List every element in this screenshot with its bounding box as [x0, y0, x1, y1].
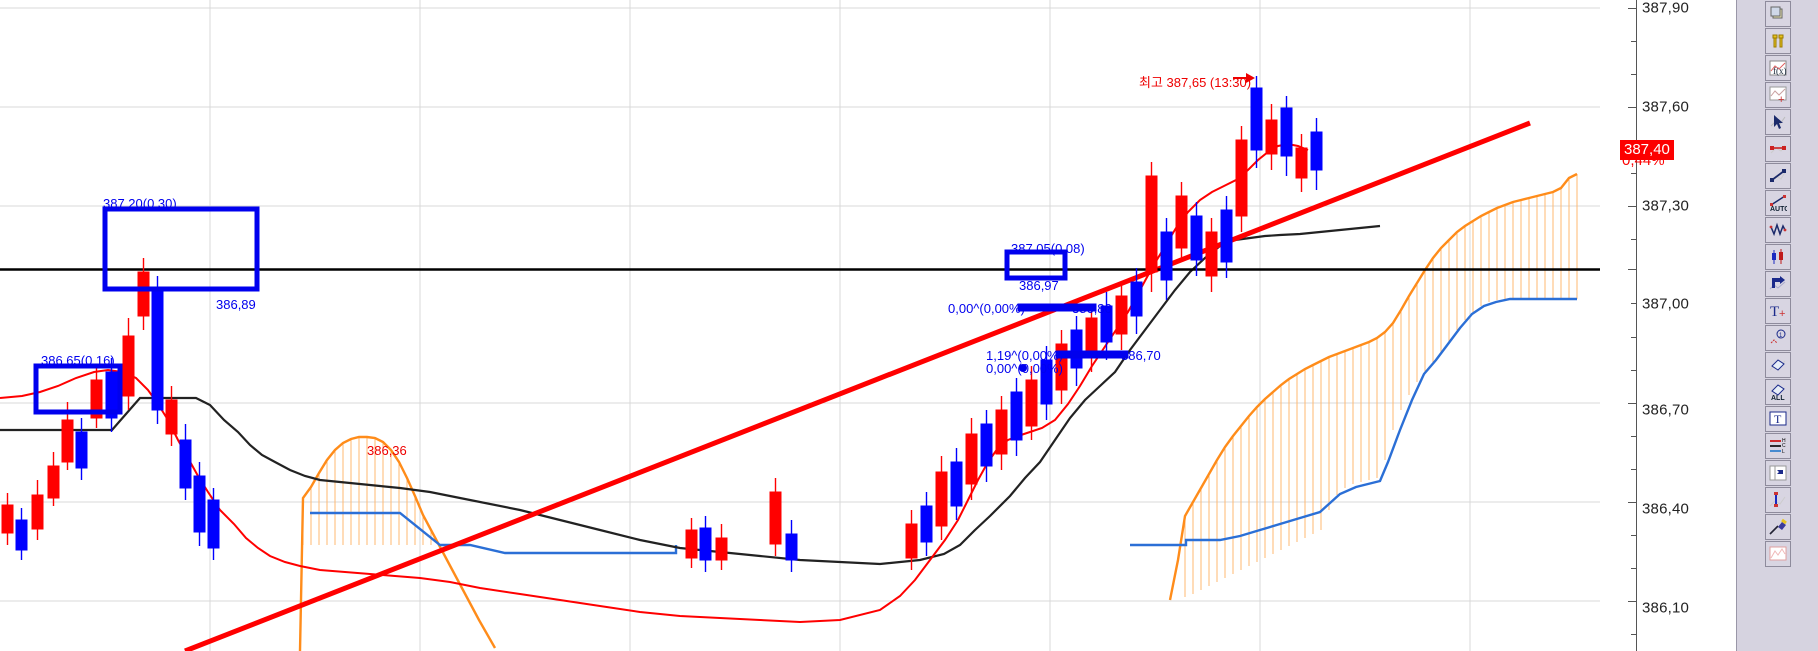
horizontal-line-icon[interactable] — [1765, 136, 1791, 162]
senkou-span-b — [310, 511, 678, 555]
value-label-386-36: 386,36 — [367, 443, 407, 458]
text-add-icon[interactable]: T + — [1765, 298, 1791, 324]
rect-386-65 — [33, 363, 123, 415]
trend-line-icon[interactable] — [1765, 163, 1791, 189]
price-tick-386-10: 386,10 — [1642, 599, 1690, 617]
svg-text:AUTO: AUTO — [1770, 206, 1787, 212]
price-tick-386-40: 386,40 — [1642, 500, 1690, 518]
ruler-label-000b: 0,00^(0,00%) — [986, 361, 1063, 376]
price-tick-387-90: 387,90 — [1642, 0, 1690, 17]
last-change-pct: 0,44% — [1622, 152, 1665, 169]
rect-387-05 — [1004, 249, 1068, 281]
ichimoku-cloud — [298, 172, 1578, 651]
price-axis[interactable]: 387,90 387,60 387,30 387,00 386,70 386,4… — [1600, 0, 1736, 651]
svg-text:T: T — [1770, 304, 1779, 320]
senkou-span-a-2 — [1168, 172, 1578, 601]
price-tick-387-60: 387,60 — [1642, 98, 1690, 116]
measure-bars[interactable] — [1017, 303, 1129, 372]
price-tick-386-70: 386,70 — [1642, 401, 1690, 419]
cursor-arrow-icon[interactable] — [1765, 109, 1791, 135]
value-label-386-70: 386,70 — [1121, 348, 1161, 363]
point-number-icon[interactable]: 1 — [1765, 325, 1791, 351]
range-marker-icon[interactable] — [1765, 487, 1791, 513]
add-indicator-icon[interactable]: + — [1765, 82, 1791, 108]
wrench-icon[interactable] — [1765, 28, 1791, 54]
senkou-span-b-2 — [1130, 297, 1577, 547]
value-label-386-97: 386,97 — [1019, 278, 1059, 293]
chart-plot-area[interactable]: 최고 387,65 (13:30) 387.20(0.30) 386.65(0.… — [0, 0, 1600, 651]
price-tick-387-00: 387,00 — [1642, 295, 1690, 313]
svg-text:ALL: ALL — [1771, 395, 1785, 401]
rect-387-20 — [102, 206, 260, 292]
drawing-tools-toolbar[interactable]: f(x) + AUTO T + 1 — [1736, 0, 1818, 651]
chart-frame-icon[interactable] — [1765, 541, 1791, 567]
text-box-icon[interactable]: T — [1765, 406, 1791, 432]
undo-icon[interactable] — [1765, 460, 1791, 486]
box-label-387-20: 387.20(0.30) — [103, 196, 177, 211]
eraser-icon[interactable] — [1765, 352, 1791, 378]
svg-text:+: + — [1779, 308, 1785, 320]
svg-text:f(x): f(x) — [1773, 66, 1787, 76]
price-tick-387-30: 387,30 — [1642, 197, 1690, 215]
senkou-span-a — [298, 435, 497, 651]
arrow-marker-icon[interactable] — [1765, 271, 1791, 297]
svg-text:1: 1 — [1779, 333, 1783, 339]
svg-text:L: L — [1782, 449, 1785, 455]
copy-icon[interactable] — [1765, 1, 1791, 27]
cloud-hatch — [302, 174, 1578, 597]
value-label-386-86: 386,86 — [1072, 301, 1112, 316]
brush-icon[interactable] — [1765, 514, 1791, 540]
ichimoku-tenkan-line — [0, 142, 1309, 624]
eraser-all-icon[interactable]: ALL — [1765, 379, 1791, 405]
high-label: 최고 387,65 (13:30) — [1139, 75, 1252, 90]
svg-text:T: T — [1774, 412, 1782, 426]
auto-trend-line-icon[interactable]: AUTO — [1765, 190, 1791, 216]
zigzag-icon[interactable] — [1765, 217, 1791, 243]
candlestick-series[interactable] — [1, 76, 1323, 572]
gridlines-horizontal — [0, 7, 1600, 602]
function-icon[interactable]: f(x) — [1765, 55, 1791, 81]
svg-text:+: + — [1778, 94, 1784, 104]
price-axis-line — [1636, 0, 1637, 651]
ruler-label-119: 1,19^(0,00%) — [986, 348, 1063, 363]
candle-compare-icon[interactable] — [1765, 244, 1791, 270]
drawn-rectangles[interactable] — [33, 206, 1068, 415]
ichimoku-kijun-line — [0, 224, 1381, 566]
high-arrow-icon — [1233, 73, 1255, 83]
last-price-badge: 387,40 — [1620, 140, 1674, 160]
svg-text:C: C — [1782, 443, 1786, 449]
gridlines-vertical — [209, 0, 1471, 651]
box-label-387-05: 387.05(0.08) — [1011, 241, 1085, 256]
value-label-386-89: 386,89 — [216, 297, 256, 312]
box-label-386-65: 386.65(0.16) — [41, 353, 115, 368]
ruler-label-000: 0,00^(0,00%) — [948, 301, 1025, 316]
trend-line — [184, 120, 1531, 651]
svg-text:H: H — [1782, 438, 1786, 444]
chart-canvas[interactable] — [0, 0, 1600, 651]
